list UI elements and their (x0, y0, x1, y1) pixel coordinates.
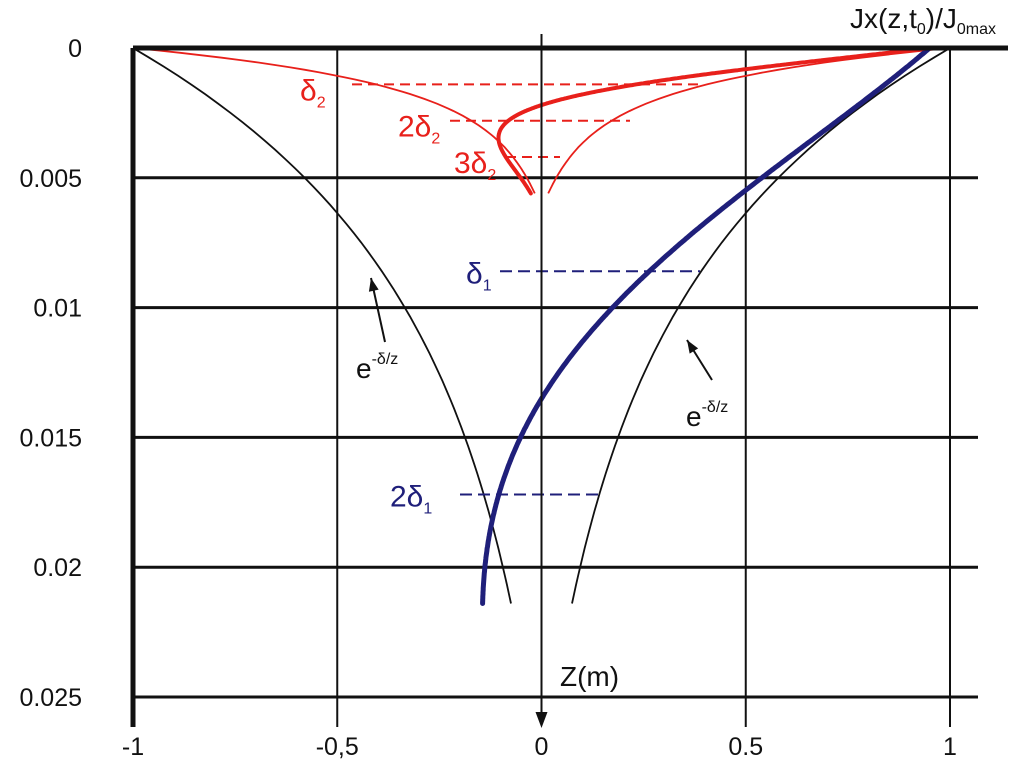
blue-delta-label-sub: 1 (483, 277, 492, 294)
envelope-label-sup: -δ/z (372, 351, 399, 368)
y-tick-label: 0.02 (33, 554, 82, 582)
red-delta-label-sub: 2 (487, 167, 496, 184)
axis-layer (130, 34, 1008, 728)
red-delta-label-main: 3δ (454, 147, 487, 180)
red-delta-label-sub: 2 (431, 131, 440, 148)
envelope-label: e-δ/z (356, 351, 398, 384)
x-axis-title-sub0: 0 (917, 21, 926, 38)
blue-delta-label: δ1 (466, 257, 492, 294)
x-tick-label: -1 (122, 733, 144, 761)
x-axis-title: Jx(z,t0)/J0max (850, 3, 996, 38)
x-tick-label: 0.5 (728, 733, 763, 761)
envelope-label-sup: -δ/z (702, 399, 729, 416)
red-delta-label-main: 2δ (398, 111, 431, 144)
x-axis-title-main: Jx(z,t (850, 3, 917, 34)
z-axis-arrow-icon (535, 712, 548, 728)
y-tick-label: 0.025 (19, 684, 82, 712)
series-line-delta1 (480, 45, 933, 606)
y-tick-label: 0 (68, 35, 82, 63)
arrow-head-icon (368, 278, 379, 292)
envelope-label-base: e (356, 353, 372, 384)
x-axis-title-mid: )/J (926, 3, 957, 34)
red-delta-label-sub: 2 (317, 94, 326, 111)
envelope-label: e-δ/z (686, 399, 728, 432)
series-line-delta2 (496, 46, 932, 196)
x-tick-label: -0,5 (316, 733, 359, 761)
y-tick-label: 0.01 (33, 295, 82, 323)
x-tick-label: 0 (535, 733, 549, 761)
blue-delta-label-sub: 1 (423, 501, 432, 518)
tick-layer: -1 -0,5 0 0.5 1 0 0.005 0.01 0.015 0.02 0.025 (19, 35, 957, 761)
envelope-label-base: e (686, 401, 702, 432)
y-tick-label: 0.015 (19, 424, 82, 452)
y-tick-label: 0.005 (19, 165, 82, 193)
y-axis-title: Z(m) (560, 661, 619, 692)
x-tick-label: 1 (943, 733, 957, 761)
envelope-left (132, 47, 512, 604)
x-axis-title-sub1: 0max (957, 21, 996, 38)
red-delta-label-main: δ (300, 74, 317, 107)
envelope-right (571, 47, 951, 604)
arrow-head-icon (687, 340, 699, 354)
red-delta-label: 3δ2 (454, 147, 496, 184)
series-layer (480, 45, 933, 606)
red-delta-label: δ2 (300, 74, 326, 111)
grid-layer (133, 48, 978, 727)
blue-delta-label: 2δ1 (390, 481, 432, 518)
blue-delta-label-main: 2δ (390, 481, 423, 514)
blue-delta-label-main: δ (466, 257, 483, 290)
red-delta-label: 2δ2 (398, 111, 440, 148)
